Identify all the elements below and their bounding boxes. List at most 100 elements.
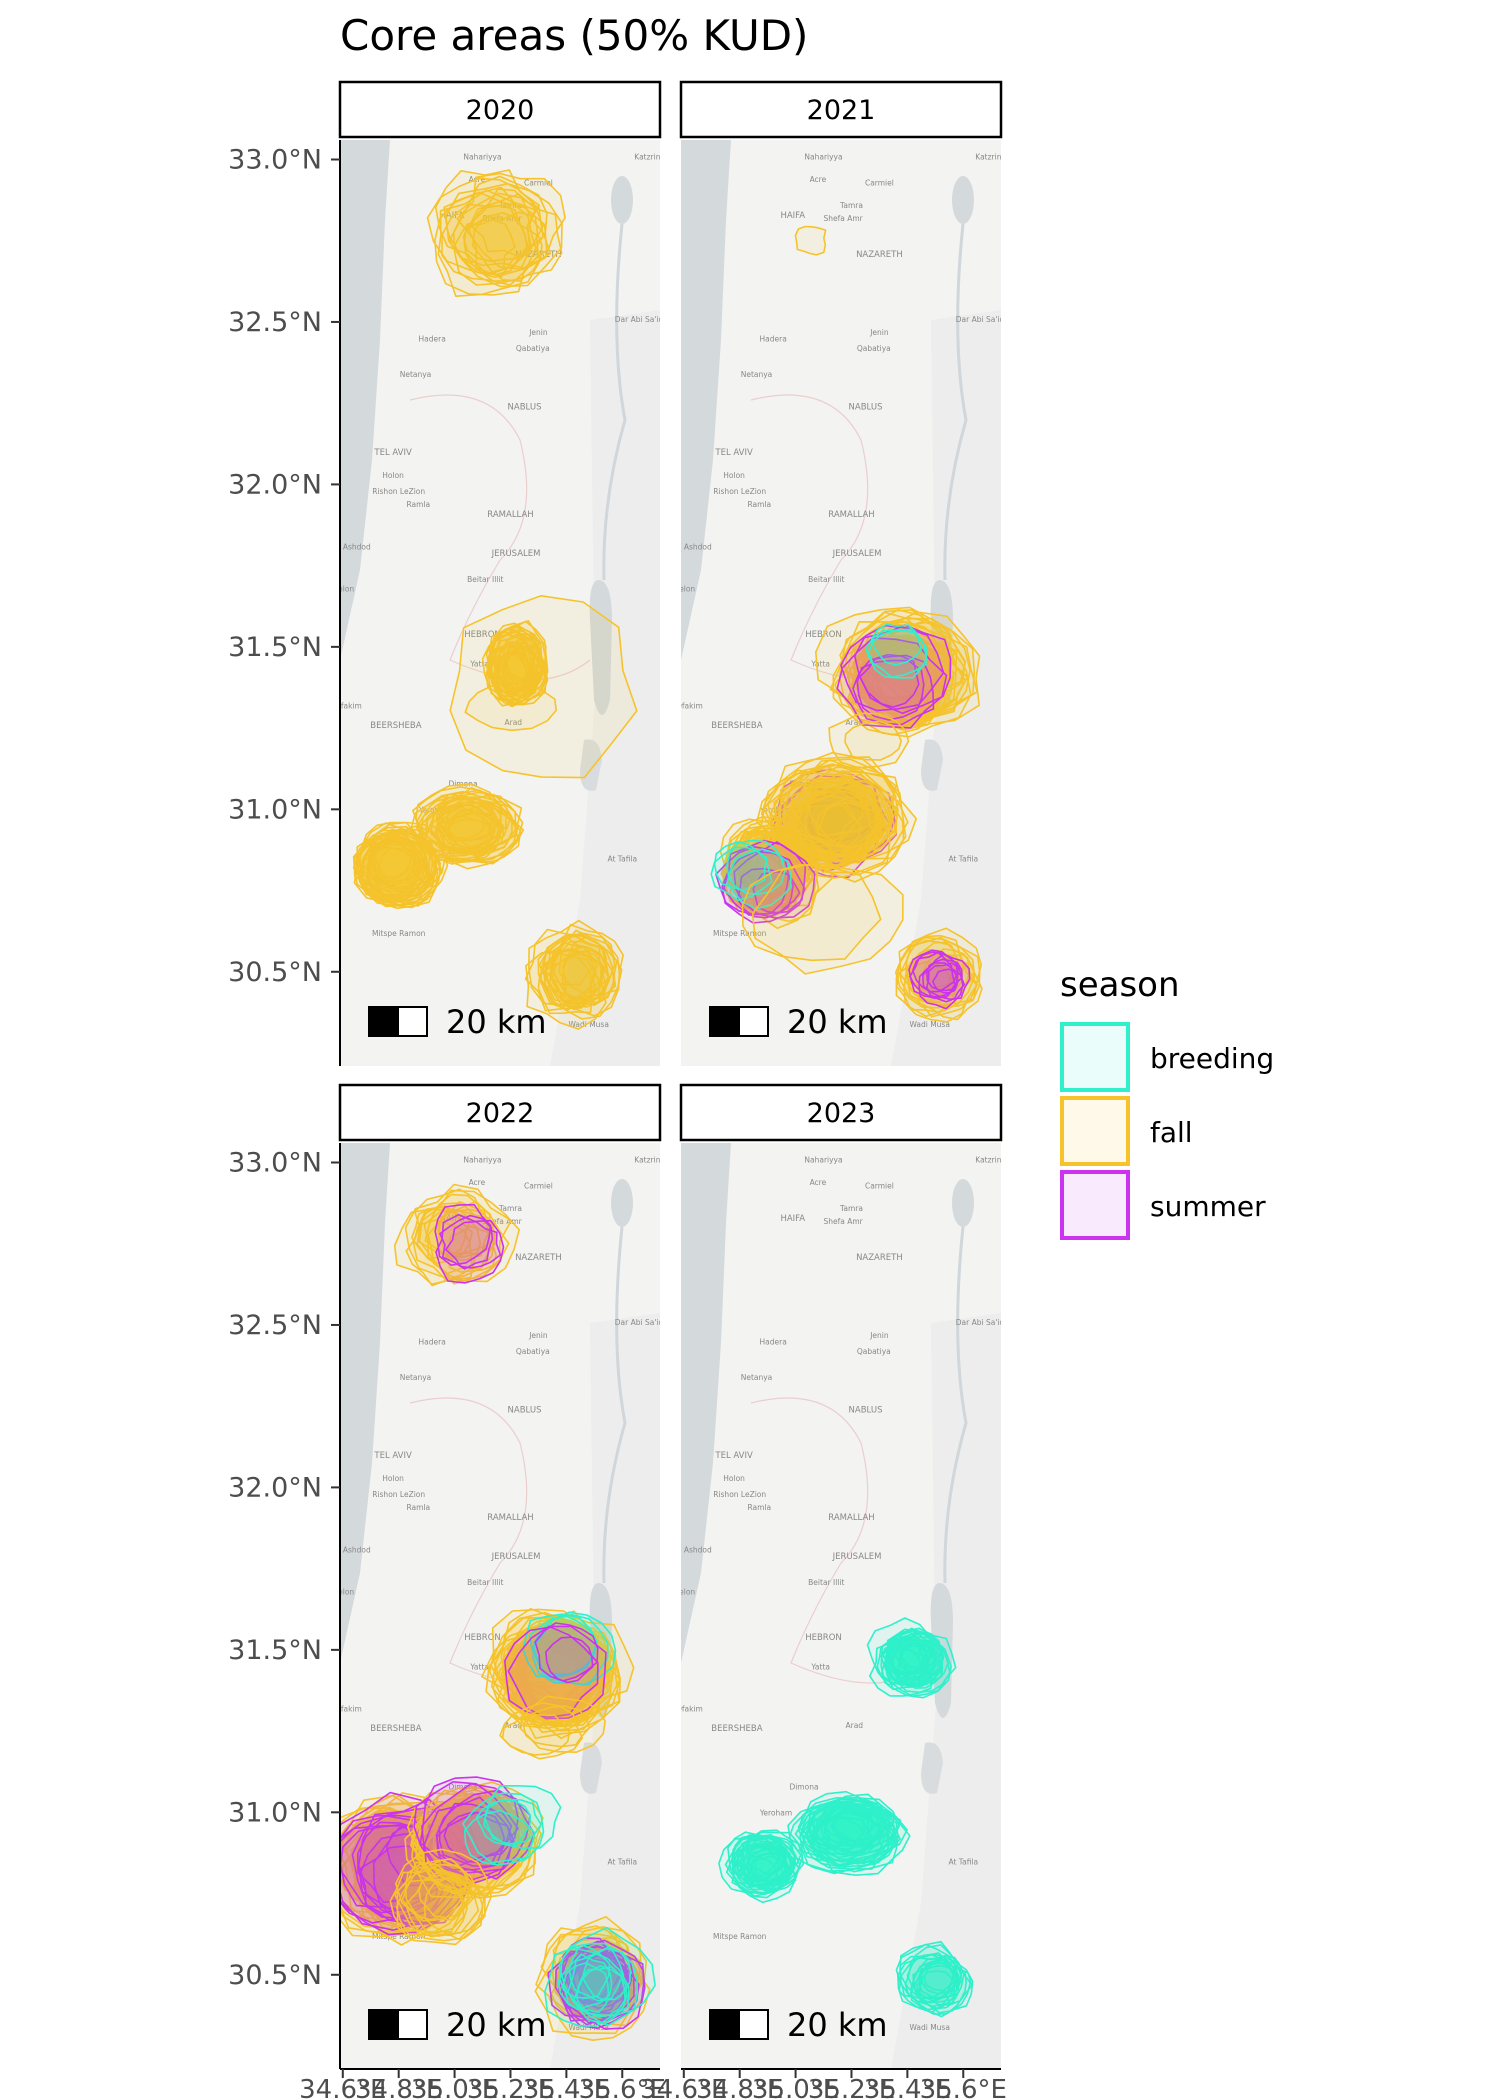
- map-place-label: Carmiel: [865, 179, 894, 188]
- core-area-polygon: [900, 1944, 965, 2004]
- scale-bar-label: 20 km: [787, 2006, 888, 2044]
- map-place-label: Ashdod: [343, 542, 371, 551]
- map-place-label: Netanya: [741, 1373, 773, 1382]
- core-area-polygon: [393, 1861, 484, 1942]
- core-area-polygon: [908, 949, 959, 1000]
- core-area-polygon: [752, 869, 801, 914]
- core-area-polygon: [404, 1858, 476, 1922]
- map-place-label: JERUSALEM: [832, 1552, 882, 1562]
- core-area-polygon: [867, 629, 927, 679]
- core-area-polygon: [357, 837, 423, 901]
- map-place-label: Qabatiya: [857, 1347, 891, 1356]
- core-area-polygon: [731, 1834, 794, 1888]
- map-place-label: Dar Abi Sa'id: [956, 315, 1005, 324]
- map-place-label: Katzrin: [975, 1156, 1001, 1165]
- dead-sea-south: [580, 739, 602, 791]
- facet-2021: 2021 Nahariyya Katzrin Acre Carmiel Tamra She…: [679, 80, 1005, 1066]
- map-place-label: Netanya: [400, 370, 432, 379]
- x-axis-right: 34.6°E34.8°E35.0°E35.2°E35.4°E35.6°E: [640, 2068, 1007, 2100]
- core-area-polygon: [463, 1809, 536, 1866]
- map-place-label: Yeroham: [418, 806, 451, 815]
- x-tick-label: 35.2°E: [808, 2075, 895, 2100]
- core-area-polygon: [865, 628, 928, 679]
- x-tick-label: 34.6°E: [640, 2075, 727, 2100]
- map-place-label: RAMALLAH: [828, 1513, 874, 1523]
- map-place-label: NAZARETH: [856, 1253, 903, 1263]
- core-area-polygon: [419, 1776, 519, 1867]
- y-tick-label: 32.5°N: [228, 307, 322, 338]
- map-place-label: At Tafila: [607, 854, 637, 863]
- core-area-polygon: [844, 720, 902, 761]
- map-place-label: Rishon LeZion: [372, 1490, 425, 1499]
- sea-of-galilee: [952, 1179, 974, 1227]
- map-place-label: Nahariyya: [463, 1156, 501, 1165]
- sea-of-galilee: [952, 176, 974, 224]
- map-place-label: Ashdod: [343, 1545, 371, 1554]
- y-tick-label: 32.0°N: [228, 1472, 322, 1503]
- border-line: [750, 394, 932, 681]
- mediterranean-sea: [681, 1143, 731, 1663]
- core-area-polygon: [518, 1695, 606, 1753]
- map-place-label: Qabatiya: [516, 344, 550, 353]
- legend-key-fall: fall: [1060, 1096, 1193, 1166]
- facet-strip-label: 2020: [466, 95, 535, 126]
- x-tick-label: 35.6°E: [579, 2075, 666, 2100]
- map-place-label: Jenin: [528, 1331, 548, 1340]
- core-area-polygon: [545, 1636, 594, 1684]
- map-place-label: Jenin: [869, 1331, 889, 1340]
- core-area-polygon: [492, 1611, 614, 1714]
- legend-key-breeding: breeding: [1060, 1022, 1274, 1092]
- core-area-polygon: [434, 1203, 492, 1266]
- map-place-label: HAIFA: [780, 211, 805, 221]
- y-tick-label: 32.5°N: [228, 1310, 322, 1341]
- map-place-label: Acre: [469, 1178, 486, 1187]
- y-tick-label: 30.5°N: [228, 957, 322, 988]
- map-place-label: Ofakim: [335, 1705, 362, 1714]
- core-area-polygon: [571, 1946, 626, 2005]
- map-place-label: Ashdod: [684, 1545, 712, 1554]
- map-place-label: Yeroham: [418, 1809, 451, 1818]
- jordan-river: [602, 1226, 627, 1584]
- x-tick-label: 35.0°E: [752, 2075, 839, 2100]
- map-place-label: Wadi Musa: [909, 2023, 950, 2032]
- map-place-label: Ashkelon: [320, 1588, 354, 1597]
- map-place-label: Beitar Illit: [808, 1578, 844, 1587]
- y-tick-label: 31.5°N: [228, 632, 322, 663]
- core-area-polygon: [445, 1220, 502, 1269]
- y-tick-label: 31.5°N: [228, 1635, 322, 1666]
- map-place-label: Dar Abi Sa'id: [615, 315, 664, 324]
- map-place-label: Arad: [846, 1721, 864, 1730]
- map-place-label: Beitar Illit: [467, 1578, 503, 1587]
- legend-key-summer: summer: [1060, 1170, 1266, 1240]
- core-area-polygon: [794, 1801, 891, 1862]
- core-area-polygon: [549, 942, 611, 1005]
- map-place-label: Ofakim: [335, 702, 362, 711]
- map-place-label: NAZARETH: [515, 1253, 562, 1263]
- core-area-polygon: [440, 800, 498, 841]
- map-place-label: BEERSHEBA: [370, 721, 421, 731]
- map-place-label: Mitspe Ramon: [372, 929, 426, 938]
- core-area-polygon: [558, 1926, 656, 2026]
- border-line: [750, 1397, 932, 1684]
- map-place-label: NAZARETH: [856, 250, 903, 260]
- core-area-polygon: [791, 766, 899, 848]
- core-area-polygon: [809, 781, 878, 837]
- core-area-polygon: [456, 172, 566, 271]
- map-place-label: RAMALLAH: [487, 1513, 533, 1523]
- core-area-polygon: [494, 642, 536, 702]
- y-tick-label: 33.0°N: [228, 144, 322, 175]
- scale-bar-label: 20 km: [787, 1003, 888, 1041]
- core-area-polygon: [436, 809, 503, 858]
- map-place-label: Mitspe Ramon: [372, 1932, 426, 1941]
- map-place-label: Mitspe Ramon: [713, 929, 767, 938]
- y-axis-bottom: 33.0°N 32.5°N 32.0°N 31.5°N 31.0°N 30.5°N: [228, 1143, 341, 2069]
- legend-label-breeding: breeding: [1150, 1042, 1274, 1075]
- core-area-polygon: [483, 1785, 562, 1849]
- mediterranean-sea: [340, 1143, 390, 1663]
- scale-bar: 20 km: [709, 1003, 888, 1041]
- map-place-label: Ramla: [747, 500, 771, 509]
- x-tick-label: 35.0°E: [411, 2075, 498, 2100]
- map-place-label: Nahariyya: [804, 153, 842, 162]
- map-place-label: NABLUS: [849, 403, 883, 413]
- legend-title: season: [1060, 965, 1180, 1005]
